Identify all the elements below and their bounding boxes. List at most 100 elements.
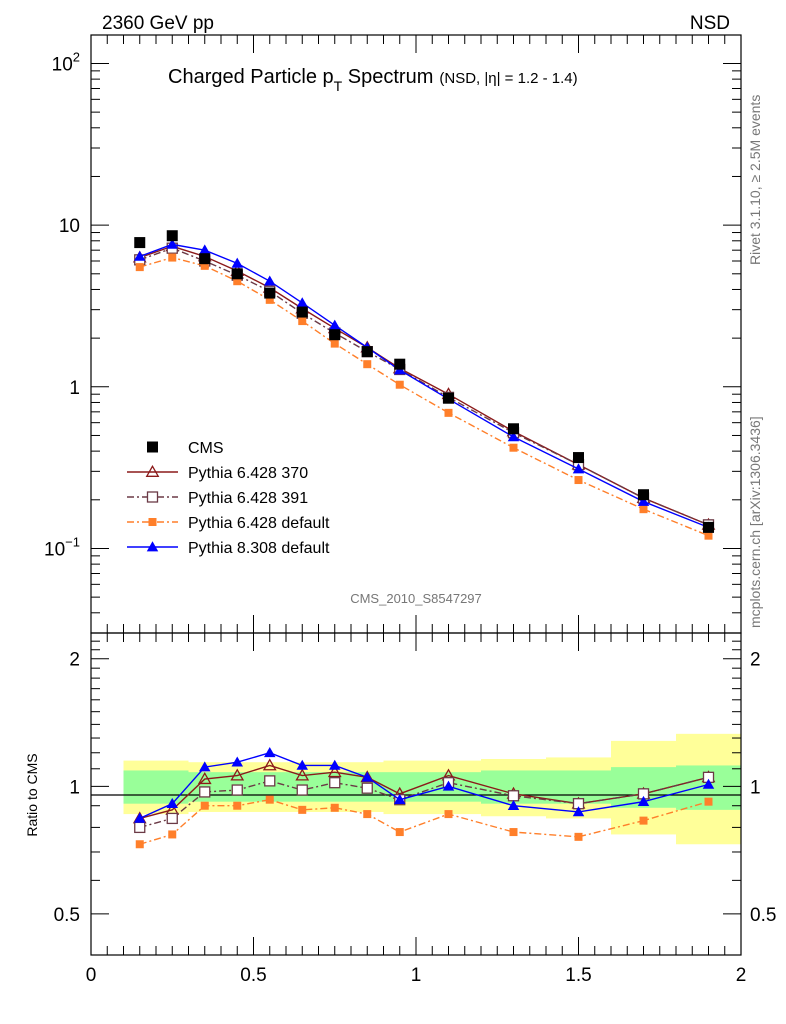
main-point-pythia-8-308-default <box>264 275 276 286</box>
ratio-point-pythia-8-308-default <box>231 756 243 767</box>
ratio-point-pythia-6-428-default <box>265 795 274 804</box>
main-y-tick-label: 10 <box>59 216 80 237</box>
ratio-point-pythia-8-308-default <box>394 793 406 804</box>
x-tick-label: 0.5 <box>240 965 266 986</box>
legend-label-pythia-6-428-370: Pythia 6.428 370 <box>188 465 308 482</box>
ratio-point-pythia-8-308-default <box>361 771 373 782</box>
main-point-cms <box>329 329 341 341</box>
ratio-point-pythia-8-308-default <box>572 806 585 817</box>
x-tick-label: 2 <box>736 965 747 986</box>
ratio-line-pythia-8-308-default <box>139 752 709 820</box>
legend-marker-pythia-6-428-370 <box>145 464 160 477</box>
ratio-point-pythia-6-428-370 <box>262 758 277 771</box>
main-point-pythia-6-428-default <box>639 505 648 514</box>
main-point-cms <box>361 346 373 358</box>
ratio-axis-ticks <box>91 640 741 956</box>
main-point-pythia-6-428-default <box>395 380 404 389</box>
main-point-pythia-6-428-default <box>704 531 713 540</box>
ratio-axis-tick-labels: 2 2 1 1 0.5 0.5 <box>54 650 777 926</box>
main-line-pythia-6-428-391 <box>139 247 709 526</box>
ratio-point-pythia-8-308-default <box>637 795 650 806</box>
main-y-tick-label-base: 10 <box>59 216 80 237</box>
main-y-tick-label-exponent: 2 <box>73 49 80 64</box>
ratio-point-pythia-6-428-default <box>639 816 648 825</box>
ratio-point-pythia-6-428-default <box>509 828 518 837</box>
main-point-pythia-6-428-default <box>509 443 518 452</box>
plot-title-suffix: Spectrum <box>342 66 433 88</box>
main-y-tick-label-base: 10 <box>44 539 65 560</box>
main-point-cms <box>394 358 406 370</box>
ratio-point-pythia-6-428-default <box>233 801 242 810</box>
ratio-point-pythia-6-428-391 <box>199 786 211 798</box>
ratio-point-pythia-6-428-default <box>330 803 339 812</box>
mcplots-label: mcplots.cern.ch [arXiv:1306.3436] <box>747 416 763 628</box>
ratio-point-pythia-6-428-default <box>135 840 144 849</box>
x-axis-tick-labels: 0 0.5 1 1.5 2 <box>86 965 747 986</box>
main-point-pythia-6-428-default <box>298 317 307 326</box>
ratio-y-tick-label: 1 <box>69 777 80 798</box>
legend-label-pythia-8-308-default: Pythia 8.308 default <box>188 540 330 557</box>
ratio-point-pythia-6-428-default <box>363 810 372 819</box>
ratio-point-pythia-8-308-default <box>507 799 520 811</box>
plot-title-main: Charged Particle p <box>168 66 334 88</box>
main-point-cms <box>231 268 243 280</box>
main-point-cms <box>296 306 308 318</box>
main-point-pythia-6-428-default <box>135 263 144 272</box>
main-line-pythia-8-308-default <box>139 243 709 529</box>
ratio-point-pythia-6-428-370 <box>230 768 245 781</box>
legend-label-pythia-6-428-391: Pythia 6.428 391 <box>188 490 308 507</box>
process-label: NSD <box>690 13 730 34</box>
ratio-point-pythia-8-308-default <box>442 780 455 791</box>
main-point-cms <box>443 392 454 404</box>
ratio-point-pythia-6-428-default <box>704 797 713 806</box>
ratio-point-pythia-8-308-default <box>166 797 178 808</box>
ratio-point-pythia-6-428-default <box>200 801 209 810</box>
legend-label-pythia-6-428-default: Pythia 6.428 default <box>188 515 330 532</box>
main-point-pythia-6-428-default <box>233 277 242 286</box>
legend: CMS Pythia 6.428 370 Pythia 6.428 391 Pythi… <box>127 440 330 557</box>
ratio-point-pythia-8-308-default <box>296 759 308 770</box>
main-point-pythia-6-428-default <box>200 261 209 270</box>
legend-marker-pythia-6-428-default <box>148 518 157 526</box>
ratio-series-layer <box>132 747 716 849</box>
ratio-y-tick-label: 2 <box>69 650 80 671</box>
main-y-tick-label-exponent: −1 <box>65 534 80 549</box>
ratio-y-tick-label-right: 0.5 <box>750 905 776 926</box>
ratio-point-pythia-6-428-391 <box>296 784 308 796</box>
main-point-cms <box>264 287 276 299</box>
ratio-point-pythia-6-428-370 <box>295 768 310 781</box>
main-point-pythia-8-308-default <box>231 257 243 268</box>
x-tick-label: 0 <box>86 965 97 986</box>
main-y-tick-label-base: 10 <box>52 54 73 75</box>
main-point-pythia-6-428-default <box>265 295 274 304</box>
main-series-layer <box>132 230 716 540</box>
legend-marker-cms <box>147 441 158 453</box>
main-point-cms <box>703 521 714 533</box>
main-point-cms <box>573 452 584 464</box>
main-axis-ticks <box>91 62 741 634</box>
main-y-tick-label: 1 <box>69 378 80 399</box>
ratio-point-pythia-6-428-391 <box>264 775 276 787</box>
ratio-point-pythia-6-428-default <box>574 832 583 841</box>
ratio-point-pythia-6-428-391 <box>231 784 243 796</box>
ratio-line-pythia-6-428-370 <box>139 764 709 820</box>
main-point-cms <box>134 237 146 249</box>
legend-marker-pythia-8-308-default <box>146 541 159 552</box>
legend-label-cms: CMS <box>188 440 224 457</box>
main-line-pythia-6-428-370 <box>139 245 709 526</box>
main-y-tick-label: 102 <box>52 49 80 75</box>
main-point-pythia-6-428-default <box>444 408 453 417</box>
main-point-pythia-8-308-default <box>507 431 520 442</box>
main-point-pythia-6-428-default <box>330 339 339 348</box>
ratio-point-pythia-8-308-default <box>329 759 341 770</box>
plot-title: Charged Particle pT Spectrum (NSD, |η| = … <box>168 66 578 94</box>
legend-marker-pythia-6-428-391 <box>146 491 159 503</box>
main-point-pythia-8-308-default <box>572 463 585 474</box>
main-point-pythia-6-428-default <box>574 476 583 485</box>
main-y-tick-label-base: 1 <box>69 378 80 399</box>
main-point-pythia-8-308-default <box>296 297 308 308</box>
ratio-point-pythia-8-308-default <box>134 812 146 823</box>
ratio-point-pythia-8-308-default <box>702 778 715 789</box>
ratio-axis-label: Ratio to CMS <box>24 753 40 836</box>
